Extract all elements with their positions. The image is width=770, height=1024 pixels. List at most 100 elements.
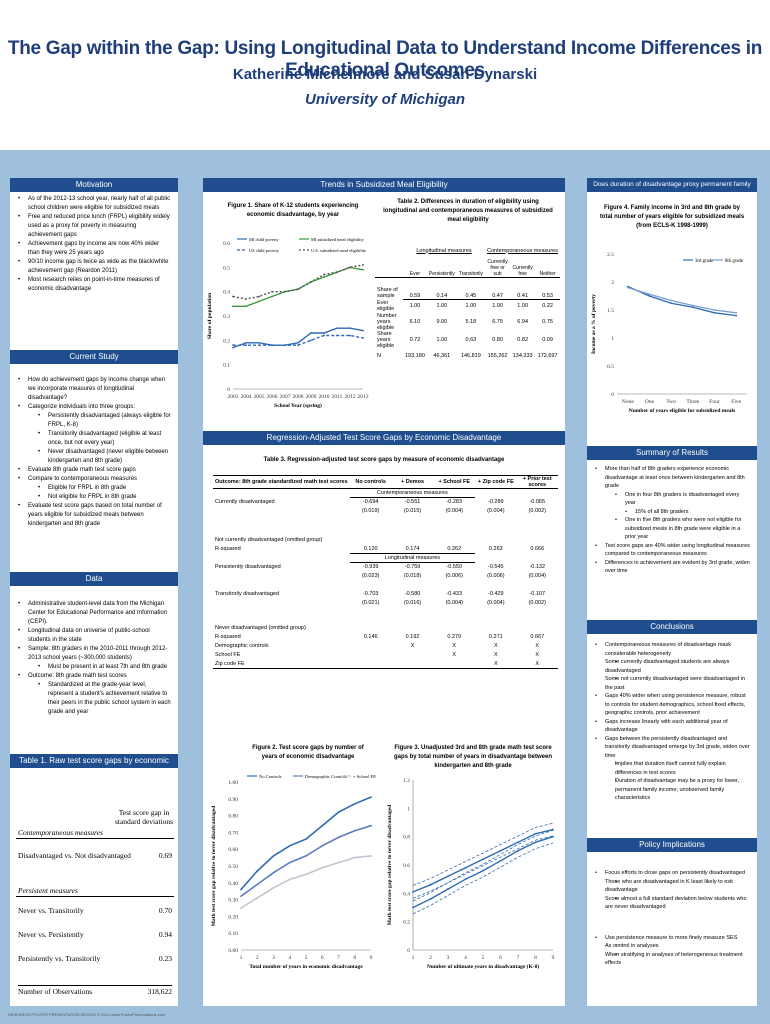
table1-rule [16, 896, 174, 897]
y-tick-label: 0 [227, 387, 230, 393]
table3-rsq-label: R-squared [215, 634, 241, 640]
question-header: Does duration of disadvantage proxy perm… [587, 178, 757, 202]
x-tick-label: 3 [447, 955, 450, 961]
motivation-bullet: 90/10 income gap is twice as wide as the… [16, 258, 172, 276]
table1-contemp-label: Contemporaneous measures [18, 828, 103, 837]
y-axis-label: Income as a % of poverty [591, 294, 597, 354]
table3-se: (0.004) [487, 600, 505, 606]
data-point [258, 300, 260, 303]
motivation-bullet: As of the 2012-13 school year, nearly ha… [16, 195, 172, 213]
table3-row-label: Currently disadvantaged [215, 499, 275, 505]
data-point [323, 334, 325, 337]
table2-row: Number years eligible 6.10 9.00 5.18 6.75 6.9… [375, 313, 560, 331]
y-tick-label: 0 [611, 392, 614, 398]
y-tick-label: 1.00 [228, 780, 238, 786]
table2-col-header: Currently free [510, 255, 536, 278]
table3-rsq: 0.192 [405, 634, 420, 640]
trends-header: Trends in Subsidized Meal Eligibility [203, 178, 565, 192]
motivation-header: Motivation [10, 178, 178, 192]
table3-control-mark: X [493, 652, 498, 658]
x-tick-label: 2009 [306, 394, 317, 400]
table3-col-header: + Demos [391, 475, 434, 489]
table3-control-label: Demographic controls [215, 643, 269, 649]
data-point [353, 802, 356, 805]
conclusions-bullet: Gaps 40% wider when using persistence me… [593, 692, 751, 718]
data-point [482, 858, 484, 861]
table3-control-mark: X [535, 643, 540, 649]
table2-cell: 9.00 [436, 319, 448, 325]
legend-label: U.S. subsidized meal eligibility [311, 248, 367, 253]
data-point [691, 306, 694, 309]
policy-bullet: Use persistence measure to more finely m… [593, 934, 751, 943]
table3-rsq: 0.262 [447, 545, 462, 552]
x-tick-label: 2005 [254, 394, 265, 400]
data-point [323, 273, 325, 276]
x-tick-label: 6 [499, 955, 502, 961]
table1-row: Never vs. Transitorily 0.70 [18, 906, 172, 930]
y-tick-label: 0.2 [223, 338, 230, 344]
table3-rsq: 0.174 [405, 545, 420, 552]
motivation-bullet: Most research relies on point-in-time me… [16, 276, 172, 294]
table3-rsq: 0.667 [530, 634, 545, 640]
summary-subbullet: 15% of all 8th graders [593, 508, 751, 517]
table2-col-header: Persistently [426, 255, 457, 278]
data-point [297, 341, 299, 344]
table3-control-mark: X [452, 643, 457, 649]
current-study-subbullet: Not eligible for FRPL in 8th grade [16, 493, 172, 502]
table3-row-label: Transitorily disadvantaged [215, 591, 279, 597]
poster-authors: Katherine Michelmore and Susan Dynarski [232, 66, 538, 83]
table3-se: (0.004) [445, 508, 463, 514]
y-tick-label: 0.4 [223, 290, 230, 296]
series-line [240, 824, 372, 897]
table2-cell: 0.75 [542, 319, 553, 325]
data-point [297, 288, 299, 291]
current-study-subbullet: Never disadvantaged (never eligible betw… [16, 448, 172, 466]
y-tick-label: 0.5 [607, 364, 614, 370]
summary-subbullet: One in five 8th graders who were not eli… [593, 516, 751, 542]
table2-cell: 46,361 [433, 353, 451, 359]
table1-row-value: 0.23 [158, 954, 172, 963]
current-study-bullet: Evaluate test score gaps based on total … [16, 502, 172, 529]
table3-coef: -0.580 [404, 591, 421, 597]
table2-caption: Table 2. Differences in duration of elig… [383, 199, 553, 223]
series-line [240, 796, 372, 891]
table2-col-header: Ever [403, 255, 427, 278]
table2-cell: 6.75 [492, 319, 503, 325]
data-point [245, 344, 247, 347]
data-point [245, 298, 247, 300]
data-point [272, 886, 275, 889]
table3-coef: -0.433 [446, 591, 463, 597]
data-subbullet: Must be present in at least 7th and 8th … [16, 663, 172, 672]
table2-cell: 1.00 [517, 303, 529, 310]
data-point [713, 309, 716, 311]
table2-cell: 5.18 [465, 319, 477, 325]
x-tick-label: 6 [321, 955, 324, 961]
table2-cell: 0.63 [465, 337, 477, 343]
y-tick-label: 0.2 [403, 920, 410, 926]
data-point [232, 344, 234, 347]
table1-obs-label: Number of Observations [18, 987, 93, 996]
table3-se: (0.002) [528, 600, 546, 606]
data-point [713, 311, 716, 314]
data-point [735, 311, 738, 314]
current-study-subbullet: Persistently disadvantaged (always eligi… [16, 412, 172, 430]
policy-subbullet: When stratifying in analyses of heteroge… [593, 951, 751, 968]
table3-se: (0.004) [487, 508, 505, 514]
fig4-caption: Figure 4. Family income in 3rd and 8th g… [599, 205, 745, 229]
y-tick-label: 2 [611, 280, 614, 286]
y-tick-label: 0.1 [223, 363, 230, 369]
fig3-caption: Figure 3. Unadjusted 3rd and 8th grade m… [393, 745, 553, 769]
table1-row-label: Disadvantaged vs. Not disadvantaged [18, 851, 131, 860]
data-point [517, 841, 519, 844]
table1-persist-label: Persistent measures [18, 886, 78, 895]
data-point [370, 824, 372, 827]
data-point [240, 907, 242, 909]
data-point [429, 883, 432, 886]
data-bullet: Longitudinal data on universe of public-… [16, 627, 172, 645]
data-point [258, 341, 260, 344]
table3-control-row: School FE X X X [213, 651, 558, 660]
table2-cell: 172,697 [537, 353, 558, 359]
data-point [232, 346, 234, 349]
table3-caption: Table 3. Regression-adjusted test score … [263, 457, 505, 463]
y-tick-label: 0.30 [228, 898, 238, 904]
